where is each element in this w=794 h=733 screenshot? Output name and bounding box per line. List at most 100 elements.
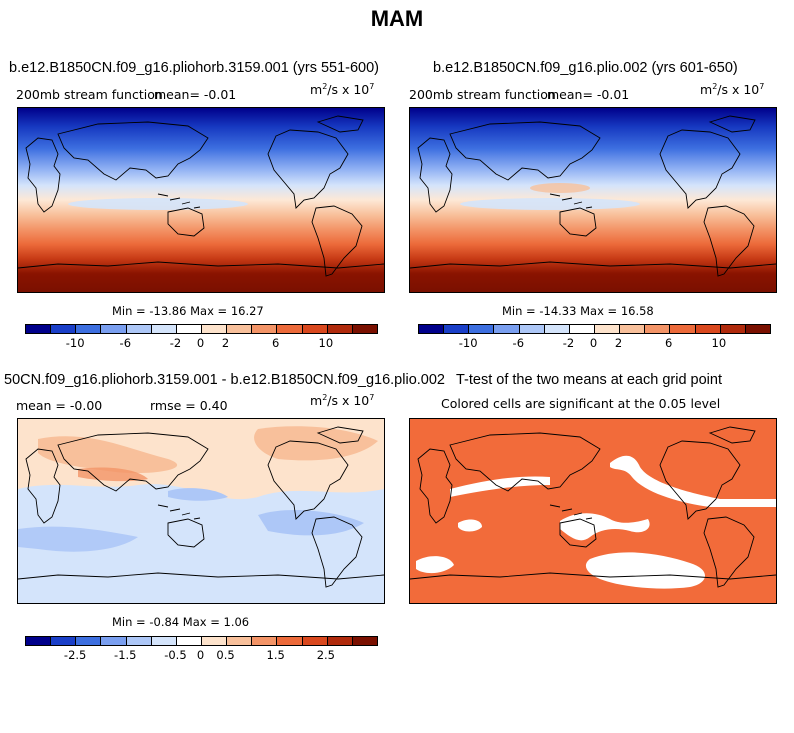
- positive-core-2: [254, 426, 378, 461]
- min-label: Min =: [502, 304, 536, 318]
- colorbar-3-ticks: -2.5 -1.5 -0.5 0 0.5 1.5 2.5: [25, 648, 376, 664]
- colorbar-swatch: [444, 325, 470, 333]
- panel-1-mean-label: mean=: [154, 87, 200, 102]
- colorbar-swatch: [469, 325, 495, 333]
- max-value: 16.27: [230, 304, 264, 318]
- panel-4-map: [409, 418, 777, 604]
- equatorial-band: [460, 198, 640, 210]
- colorbar-tick-label: 0: [196, 648, 205, 662]
- colorbar-swatch: [569, 325, 595, 333]
- positive-core: [38, 436, 178, 474]
- panel-1-mean-value: -0.01: [203, 87, 237, 102]
- colorbar-tick-label: 10: [711, 336, 727, 350]
- colorbar-swatch: [519, 325, 545, 333]
- figure-title: MAM: [370, 6, 424, 31]
- colorbar-swatch: [51, 637, 77, 645]
- max-value: 16.58: [620, 304, 654, 318]
- colorbar-1-ticks: -10 -6 -2 0 2 6 10: [25, 336, 376, 352]
- min-label: Min =: [112, 615, 146, 629]
- panel-1-field: [18, 108, 384, 292]
- colorbar-swatch: [695, 325, 721, 333]
- colorbar-tick-label: 0: [589, 336, 598, 350]
- equatorial-band: [68, 198, 248, 210]
- colorbar-swatch: [26, 637, 52, 645]
- panel-3-units: m2/s x 107: [310, 393, 374, 408]
- panel-3-minmax: Min = -0.84 Max = 1.06: [112, 615, 249, 629]
- units-exp: 2: [712, 82, 718, 91]
- colorbar-tick-label: -2: [562, 336, 575, 350]
- colorbar-swatch: [126, 637, 152, 645]
- panel-1-minmax: Min = -13.86 Max = 16.27: [112, 304, 264, 318]
- colorbar-2: [418, 324, 771, 334]
- colorbar-swatch: [26, 325, 52, 333]
- panel-3-mean: mean = -0.00: [16, 398, 102, 413]
- units-mid: /s x 10: [717, 82, 760, 98]
- min-label: Min =: [112, 304, 146, 318]
- colorbar-swatch: [252, 637, 278, 645]
- colorbar-1: [25, 324, 378, 334]
- colorbar-swatch: [419, 325, 445, 333]
- colorbar-swatch: [101, 637, 127, 645]
- warm-anomaly: [530, 183, 590, 193]
- colorbar-swatch: [126, 325, 152, 333]
- units-mid: /s x 10: [327, 393, 370, 409]
- panel-3-rmse: rmse = 0.40: [150, 398, 228, 413]
- colorbar-swatch: [201, 325, 228, 333]
- panel-2-title: b.e12.B1850CN.f09_g16.plio.002 (yrs 601-…: [433, 60, 738, 76]
- panel-2-mean-label: mean=: [547, 87, 593, 102]
- panel-1-map: [17, 107, 385, 293]
- colorbar-swatch: [594, 325, 621, 333]
- max-value: 1.06: [223, 615, 250, 629]
- panel-1-mean: mean= -0.01: [154, 87, 236, 102]
- panel-3-mean-label: mean =: [16, 398, 66, 413]
- panel-4-field: [410, 419, 776, 603]
- colorbar-swatch: [302, 637, 328, 645]
- panel-4-title: T-test of the two means at each grid poi…: [456, 372, 722, 388]
- negative-core-3: [18, 526, 138, 552]
- colorbar-swatch: [277, 325, 303, 333]
- panel-2-mean-value: -0.01: [596, 87, 630, 102]
- colorbar-swatch: [620, 325, 646, 333]
- units-base: m: [310, 393, 323, 409]
- non-significant-region: [585, 552, 705, 589]
- colorbar-swatch: [670, 325, 696, 333]
- colorbar-tick-label: 6: [665, 336, 673, 350]
- panel-3-mean-value: -0.00: [69, 398, 103, 413]
- colorbar-tick-label: 2.5: [316, 648, 335, 662]
- colorbar-tick-label: -1.5: [114, 648, 137, 662]
- colorbar-tick-label: 10: [318, 336, 334, 350]
- min-value: -0.84: [149, 615, 180, 629]
- panel-2-mean: mean= -0.01: [547, 87, 629, 102]
- colorbar-swatch: [544, 325, 570, 333]
- colorbar-swatch: [645, 325, 671, 333]
- colorbar-swatch: [745, 325, 770, 333]
- units-exp: 7: [369, 82, 375, 91]
- colorbar-swatch: [302, 325, 328, 333]
- max-label: Max =: [182, 615, 220, 629]
- panel-2-field: [410, 108, 776, 292]
- min-value: -14.33: [539, 304, 577, 318]
- units-base: m: [310, 82, 323, 98]
- colorbar-tick-label: 2: [221, 336, 230, 350]
- panel-3-map: [17, 418, 385, 604]
- colorbar-tick-label: -0.5: [164, 648, 187, 662]
- colorbar-swatch: [352, 637, 377, 645]
- units-exp: 7: [759, 82, 765, 91]
- panel-3-field: [18, 419, 384, 603]
- units-mid: /s x 10: [327, 82, 370, 98]
- units-exp: 2: [322, 393, 328, 402]
- colorbar-tick-label: 1.5: [266, 648, 285, 662]
- colorbar-tick-label: -6: [119, 336, 132, 350]
- panel-2-map: [409, 107, 777, 293]
- colorbar-tick-label: 0.5: [216, 648, 235, 662]
- negative-core-2: [168, 488, 228, 501]
- panel-2-units: m2/s x 107: [700, 82, 764, 97]
- max-label: Max =: [190, 304, 228, 318]
- colorbar-tick-label: 6: [272, 336, 280, 350]
- colorbar-2-ticks: -10 -6 -2 0 2 6 10: [418, 336, 769, 352]
- units-exp: 7: [369, 393, 375, 402]
- colorbar-swatch: [76, 325, 102, 333]
- colorbar-swatch: [277, 637, 303, 645]
- colorbar-swatch: [227, 325, 253, 333]
- non-significant-region: [458, 519, 482, 532]
